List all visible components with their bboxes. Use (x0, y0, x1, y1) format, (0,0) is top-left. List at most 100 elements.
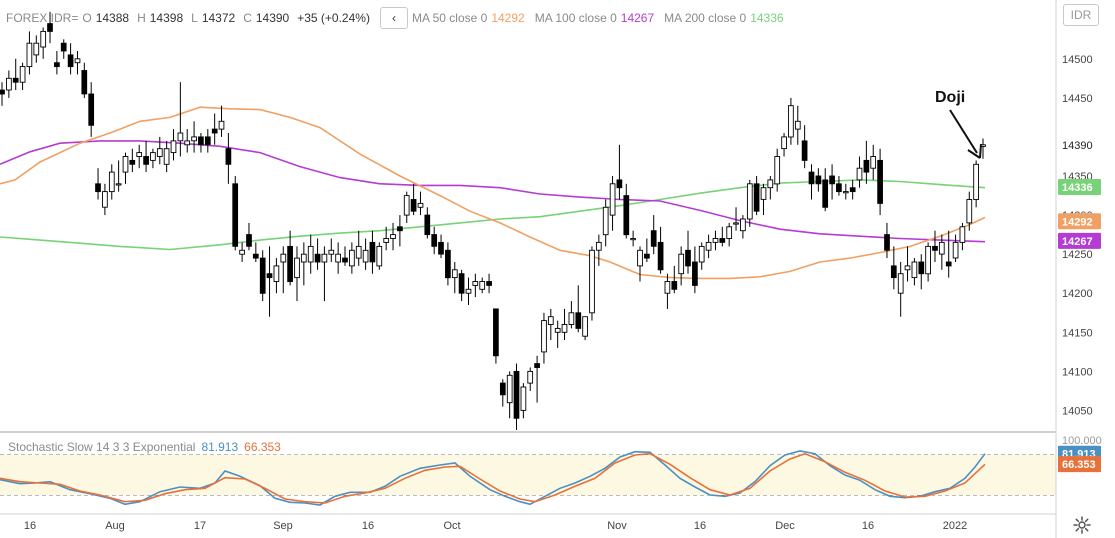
candle-body (623, 195, 630, 236)
candle (692, 246, 698, 294)
candle (644, 238, 650, 262)
candle (445, 242, 451, 286)
candle (67, 43, 74, 75)
candle-body (904, 265, 911, 271)
price-label-text: 14336 (1062, 182, 1093, 194)
candle (122, 152, 129, 184)
candle (451, 262, 458, 294)
candle (211, 113, 218, 145)
candle (328, 238, 335, 262)
candle (156, 136, 163, 165)
candle-body (108, 171, 115, 193)
candle (541, 312, 547, 364)
candle (19, 62, 26, 91)
candle (252, 242, 259, 262)
candle-body (184, 140, 191, 146)
candle (136, 144, 143, 169)
candle (726, 222, 733, 247)
candle-body (472, 281, 479, 286)
candle (40, 27, 47, 59)
candle (95, 168, 101, 200)
candle-body (925, 245, 931, 275)
candle (383, 226, 390, 251)
candle (438, 234, 444, 259)
candle (836, 176, 842, 196)
time-tick-label: Nov (607, 520, 627, 532)
candle (12, 58, 19, 91)
candle-body (554, 327, 561, 333)
candle (81, 62, 88, 98)
candle-body (143, 156, 149, 165)
candle-body (479, 281, 486, 290)
ma50-line (0, 106, 986, 280)
candle (108, 164, 115, 200)
candle-body (493, 308, 499, 357)
ma50-label[interactable]: MA 50 close 0 (411, 11, 488, 25)
candle (616, 144, 623, 200)
candle (609, 176, 616, 231)
ma100-label[interactable]: MA 100 close 0 (534, 11, 617, 25)
candle (678, 246, 685, 286)
stochastic-lines (0, 450, 986, 506)
candle-body (753, 183, 760, 212)
candle-body (486, 281, 492, 286)
candles (0, 11, 986, 430)
candle-body (465, 288, 472, 294)
candle-body (959, 226, 966, 243)
candle (115, 160, 122, 192)
candle-body (582, 316, 588, 337)
stochastic-label[interactable]: Stochastic Slow 14 3 3 Exponential (8, 440, 196, 454)
price-tick-label: 14200 (1062, 288, 1093, 300)
candle (788, 97, 794, 145)
price-axis[interactable]: 1405014100141501420014250143001435014390… (1062, 15, 1102, 447)
candle (493, 308, 499, 364)
candle-body (685, 249, 691, 267)
candle-body (705, 241, 712, 251)
candle-body (232, 183, 239, 247)
candle (362, 238, 369, 270)
time-axis[interactable]: 16 Aug 17 Sep 16 Oct Nov 16 Dec 16 2022 (24, 520, 967, 532)
candle-body (630, 238, 636, 241)
candle-body (390, 234, 396, 239)
candle-body (259, 257, 266, 294)
candle-body (938, 241, 945, 255)
candle-body (383, 238, 390, 243)
candle-body (842, 191, 849, 194)
candle-body (945, 261, 952, 267)
candle-body (6, 77, 12, 91)
candle-body (445, 249, 451, 279)
candle (746, 179, 753, 227)
candle-body (163, 148, 170, 165)
candle (60, 39, 67, 59)
candle (307, 234, 314, 274)
doji-label: Doji (935, 89, 965, 106)
candle-body (369, 241, 376, 263)
price-label-box (1058, 136, 1101, 153)
candle-body (81, 70, 88, 95)
candle (568, 301, 575, 329)
ma200-label[interactable]: MA 200 close 0 (664, 11, 747, 25)
ma100-path (0, 140, 986, 243)
candle-body (568, 312, 575, 325)
currency-button[interactable]: IDR (1063, 4, 1099, 26)
symbol-name[interactable]: FOREX IDR= (6, 11, 79, 25)
candle-body (829, 175, 835, 185)
candle-body (801, 140, 808, 161)
candle (486, 273, 492, 294)
candle (630, 230, 636, 247)
candle-body (335, 253, 341, 263)
stoch-d-path (0, 452, 986, 504)
candle (314, 238, 321, 270)
settings-gear-icon[interactable] (1072, 515, 1092, 535)
candle-body (746, 183, 753, 220)
candle (904, 246, 911, 282)
candle (376, 242, 383, 270)
candle (33, 35, 40, 63)
candle-body (932, 245, 938, 251)
candle-body (280, 253, 287, 263)
price-label-text: 14390 (1062, 140, 1093, 152)
candle (849, 179, 856, 200)
stochastic-legend: Stochastic Slow 14 3 3 Exponential 81.91… (8, 440, 287, 454)
collapse-legend-button[interactable]: ‹ (379, 7, 408, 29)
